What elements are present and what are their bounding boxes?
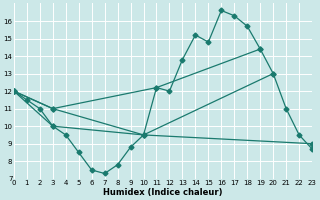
X-axis label: Humidex (Indice chaleur): Humidex (Indice chaleur) [103,188,223,197]
